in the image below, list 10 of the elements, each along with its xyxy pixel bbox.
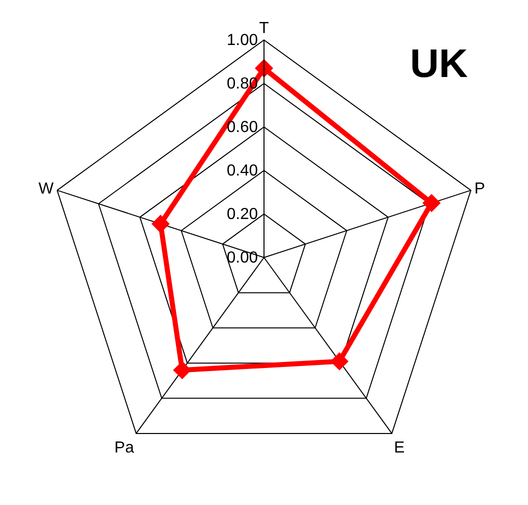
y-tick-label: 0.60 — [226, 119, 258, 136]
y-tick-label: 0.40 — [226, 162, 258, 180]
y-tick-label: 1.00 — [226, 32, 258, 50]
spoke-label: T — [259, 20, 270, 38]
text: UK — [410, 42, 468, 86]
spoke-label: P — [474, 180, 486, 198]
spoke-label: E — [394, 440, 405, 457]
y-tick-label: 0.20 — [226, 206, 258, 224]
spoke-label: Pa — [114, 440, 134, 457]
spoke-label: W — [38, 180, 55, 198]
